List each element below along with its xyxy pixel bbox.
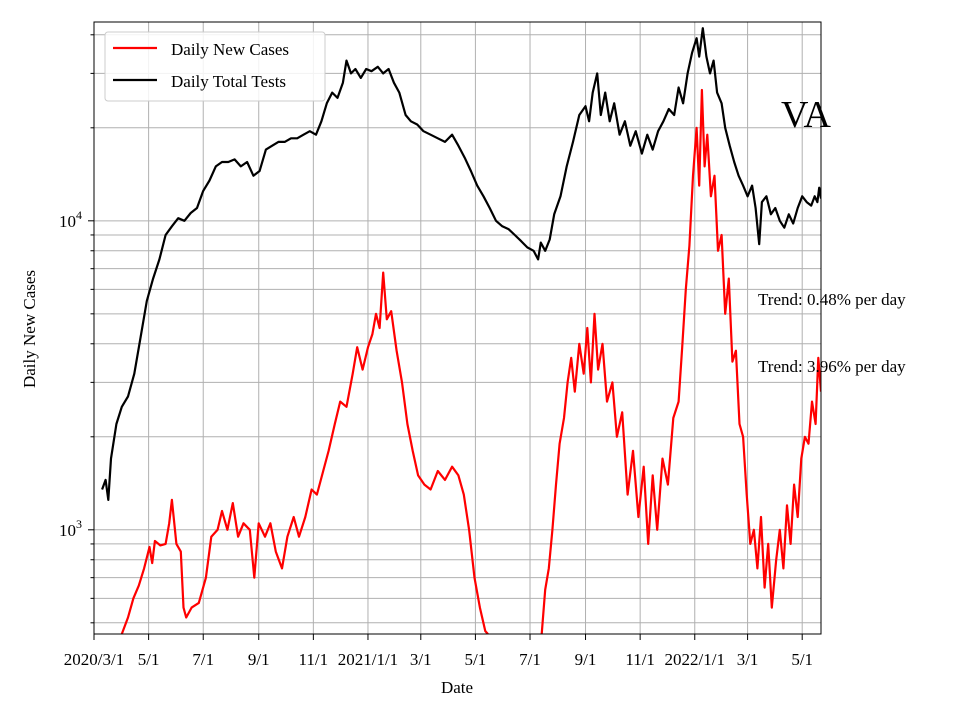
- x-tick-label: 11/1: [299, 650, 329, 669]
- x-tick-label: 5/1: [138, 650, 160, 669]
- y-tick-label: 104: [59, 208, 82, 231]
- trend-annotation-tests: Trend: 3.96% per day: [758, 357, 906, 376]
- series-line-segment: [120, 271, 489, 634]
- series-line-segment: [540, 88, 821, 634]
- x-tick-label: 5/1: [791, 650, 813, 669]
- series-daily-new-cases: [120, 88, 821, 634]
- x-tick-label: 11/1: [625, 650, 655, 669]
- y-axis-title: Daily New Cases: [20, 270, 39, 388]
- x-tick-label: 7/1: [519, 650, 541, 669]
- legend-label-tests: Daily Total Tests: [171, 72, 286, 91]
- x-axis-ticks: 2020/3/1 5/1 7/1 9/1 11/1 2021/1/1 3/1 5/1 7/1 9/…: [64, 634, 813, 669]
- x-tick-label: 9/1: [575, 650, 597, 669]
- x-tick-label: 5/1: [465, 650, 487, 669]
- grid-lines: [93, 22, 821, 634]
- legend-label-cases: Daily New Cases: [171, 40, 289, 59]
- x-tick-label: 3/1: [410, 650, 432, 669]
- y-tick-label: 103: [59, 517, 82, 540]
- plot-area-frame: [93, 21, 822, 635]
- x-tick-label: 3/1: [737, 650, 759, 669]
- series-line-segment: [101, 27, 821, 501]
- y-axis-ticks: 103 104: [59, 34, 94, 624]
- x-tick-label: 2020/3/1: [64, 650, 124, 669]
- state-label: VA: [781, 94, 832, 136]
- x-axis-title: Date: [441, 678, 473, 697]
- x-tick-label: 9/1: [248, 650, 270, 669]
- x-tick-label: 7/1: [192, 650, 214, 669]
- trend-annotation-cases: Trend: 0.48% per day: [758, 290, 906, 309]
- x-tick-label: 2022/1/1: [665, 650, 725, 669]
- series-lines: [101, 27, 821, 634]
- x-tick-label: 2021/1/1: [338, 650, 398, 669]
- legend-box: [104, 31, 326, 102]
- series-daily-total-tests: [101, 27, 821, 501]
- legend: Daily New Cases Daily Total Tests: [104, 31, 326, 102]
